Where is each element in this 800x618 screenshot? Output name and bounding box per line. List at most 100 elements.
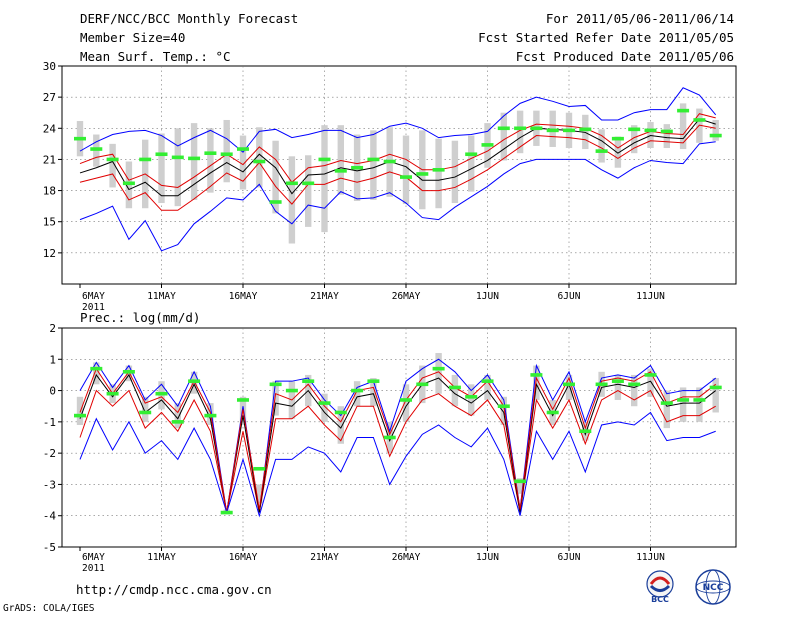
x-tick-label: 6MAY [82,291,105,302]
x-tick-label: 21MAY [310,552,339,563]
obs-marker [155,152,168,157]
obs-marker [269,200,282,204]
spread-box [207,128,214,193]
x-tick-label: 21MAY [310,291,339,302]
obs-marker [611,136,624,141]
y-tick-label: 1 [49,353,56,366]
source-url[interactable]: http://cmdp.ncc.cma.gov.cn [76,582,272,597]
y-tick-label: 24 [43,122,57,135]
spread-box [321,125,328,233]
obs-marker [432,366,445,371]
obs-marker [318,401,331,405]
obs-marker [579,127,592,132]
obs-marker [400,175,412,179]
y-tick-label: -5 [43,541,56,554]
y-tick-label: 2 [49,322,56,335]
obs-marker [465,152,478,157]
spread-box [516,110,524,154]
series-line-min [79,411,716,518]
spread-box [663,390,670,429]
spread-box [174,403,181,429]
spread-box [402,135,410,205]
x-tick-label: 26MAY [392,552,421,563]
spread-box [272,381,279,416]
spread-box [712,119,719,141]
ncc-logo-text: NCC [703,583,724,593]
spread-box [93,362,100,385]
obs-marker [563,128,575,133]
spread-box [647,122,654,149]
spread-box [582,114,589,150]
spread-box [614,136,622,168]
y-tick-label: 12 [43,247,56,260]
obs-marker [677,108,690,113]
spread-box [158,133,165,204]
x-tick-label: 11JUN [636,552,665,563]
obs-marker [628,382,641,387]
obs-marker [660,401,673,405]
y-tick-label: -1 [43,416,56,429]
obs-marker [367,379,380,383]
series-line-p25 [79,124,716,211]
obs-marker [106,157,119,162]
obs-marker [579,429,592,434]
fcst-started-date: Fcst Started Refer Date 2011/05/05 [478,30,734,45]
obs-marker [155,391,168,396]
obs-marker [220,510,233,515]
spread-box [500,112,507,161]
obs-marker [628,127,641,132]
obs-marker [677,398,690,402]
spread-box [712,378,719,413]
obs-marker [497,404,510,409]
obs-marker [106,391,119,396]
obs-marker [139,157,152,162]
obs-marker [448,385,461,390]
obs-marker [530,126,543,131]
spread-box [631,125,638,154]
obs-marker [204,151,217,155]
x-tick-label: 6MAY [82,552,105,563]
obs-marker [74,136,86,141]
obs-marker [497,126,510,131]
spread-box [337,406,344,444]
bcc-logo: BCC [646,570,674,604]
obs-marker [90,366,103,371]
series-line-max [79,141,716,252]
obs-marker [595,149,608,153]
obs-marker [693,398,706,402]
spread-box [337,125,344,195]
obs-marker [334,169,347,173]
obs-marker [122,181,135,186]
obs-marker [383,435,396,440]
chart-title: DERF/NCC/BCC Monthly Forecast [80,11,299,26]
obs-marker [90,147,103,151]
obs-marker [318,157,331,162]
spread-box [435,353,442,394]
obs-marker [709,133,722,138]
obs-marker [563,382,575,387]
ncc-logo: NCC [695,569,731,605]
x-tick-label: 6JUN [558,291,581,302]
series-line-max [79,358,717,513]
obs-marker [465,395,478,399]
obs-marker [595,382,608,387]
obs-marker [188,156,201,161]
spread-box [174,128,181,207]
forecast-period: For 2011/05/06-2011/06/14 [545,11,734,26]
x-tick-label: 11MAY [147,291,176,302]
member-size: Member Size=40 [80,30,186,45]
spread-box [435,138,442,209]
y-tick-label: 27 [43,91,56,104]
series-line-mean [79,373,717,513]
obs-marker [546,410,559,415]
obs-marker [188,379,201,383]
x-tick-label: 1JUN [476,552,499,563]
y-tick-label: 0 [49,385,56,398]
spread-box [679,103,687,150]
spread-box [305,155,312,227]
obs-marker [367,157,380,162]
bcc-logo-text: BCC [651,595,669,604]
x-year-label: 2011 [82,302,105,313]
